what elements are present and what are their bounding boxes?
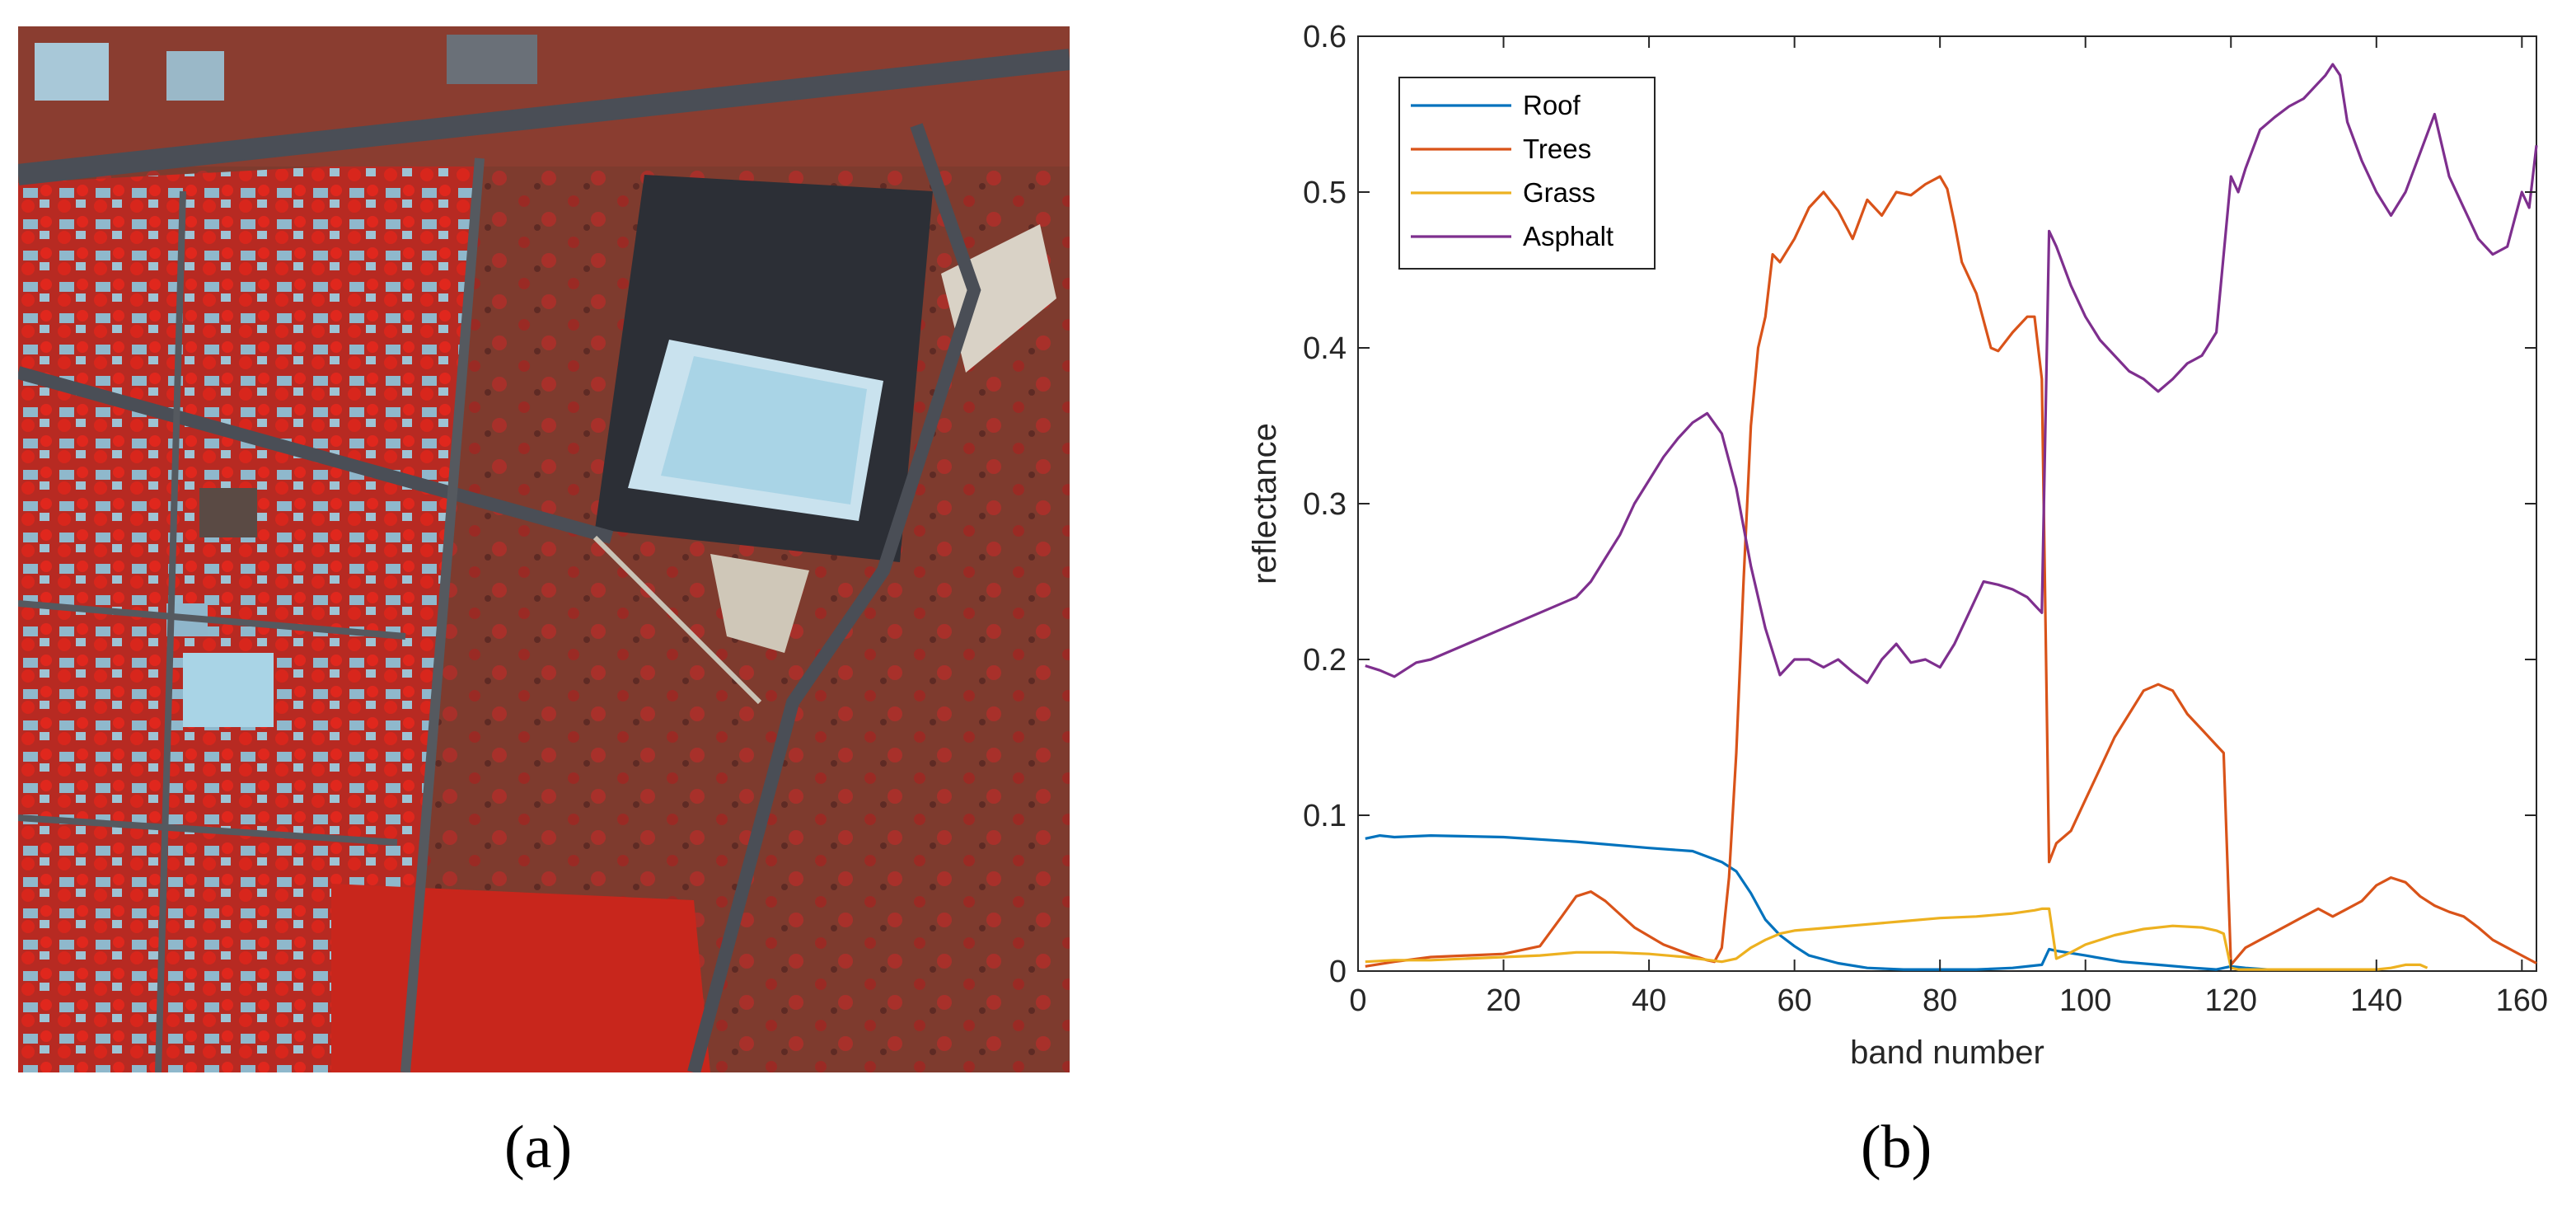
west-road — [400, 157, 485, 1072]
residential-area — [18, 158, 480, 1072]
y-tick-label: 0.5 — [1303, 176, 1347, 210]
x-tick-label: 100 — [2059, 983, 2111, 1018]
caption-b: (b) — [1861, 1113, 1932, 1183]
legend: Roof Trees Grass Asphalt — [1398, 77, 1656, 270]
tick-layer: 0 20 40 60 80 100 120 140 160 0 0.1 0.2 0.3 0.4 0.5 0.6 — [1303, 20, 2548, 1018]
x-tick-label: 120 — [2205, 983, 2257, 1018]
caption-a: (a) — [504, 1113, 572, 1183]
y-tick-label: 0.2 — [1303, 643, 1347, 678]
x-axis-label: band number — [1850, 1035, 2044, 1071]
church-building — [199, 488, 257, 537]
hyperspectral-scene-image — [18, 26, 1070, 1072]
north-building — [447, 35, 537, 84]
north-building — [166, 51, 224, 101]
series-layer — [1365, 63, 2538, 971]
y-tick-label: 0.3 — [1303, 487, 1347, 522]
y-tick-label: 0.4 — [1303, 331, 1347, 366]
residential-street — [18, 600, 406, 640]
residential-street — [18, 814, 398, 846]
tree-patch — [331, 884, 710, 1072]
reflectance-chart: 0 20 40 60 80 100 120 140 160 0 0.1 0.2 0.3 0.4 0.5 0.6… — [1247, 20, 2548, 1071]
x-tick-label: 140 — [2350, 983, 2402, 1018]
legend-label-roof: Roof — [1523, 90, 1581, 120]
series-line-roof — [1365, 833, 2268, 971]
x-tick-label: 20 — [1486, 983, 1520, 1018]
x-tick-label: 160 — [2496, 983, 2548, 1018]
series-line-asphalt — [1365, 63, 2538, 684]
legend-label-asphalt: Asphalt — [1523, 221, 1614, 251]
legend-label-trees: Trees — [1523, 134, 1591, 164]
x-tick-label: 80 — [1923, 983, 1957, 1018]
scene-svg — [18, 26, 1070, 1072]
y-axis-label: reflectance — [1247, 423, 1283, 584]
y-tick-label: 0.6 — [1303, 20, 1347, 54]
north-building — [35, 43, 109, 101]
series-line-grass — [1365, 907, 2428, 971]
x-tick-label: 40 — [1632, 983, 1666, 1018]
cross-road — [18, 366, 614, 544]
highway-road — [18, 49, 1070, 185]
caption-a-text: (a) — [504, 1114, 573, 1181]
school-building — [183, 653, 274, 727]
caption-b-text: (b) — [1861, 1114, 1932, 1181]
store-roof-inner — [661, 356, 867, 504]
y-tick-label: 0.1 — [1303, 799, 1347, 833]
dirt-track — [592, 535, 762, 705]
sand-patch — [710, 554, 809, 653]
legend-label-grass: Grass — [1523, 177, 1595, 208]
residential-street — [155, 190, 186, 1072]
y-tick-label: 0 — [1329, 955, 1347, 989]
x-tick-label: 0 — [1349, 983, 1366, 1018]
x-tick-label: 60 — [1777, 983, 1811, 1018]
diagonal-road — [687, 123, 981, 1072]
